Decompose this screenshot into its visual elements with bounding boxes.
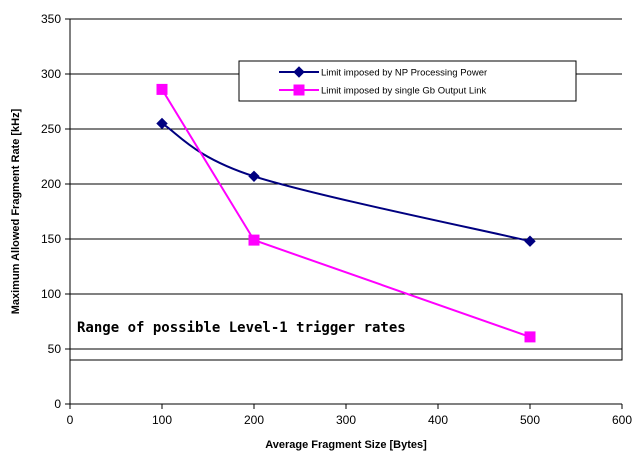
square-marker xyxy=(293,84,305,96)
series-line xyxy=(161,122,531,243)
x-tick-label: 400 xyxy=(428,413,448,427)
y-tick-label: 200 xyxy=(41,177,61,191)
square-marker xyxy=(156,83,168,95)
legend: Limit imposed by NP Processing Power Limi… xyxy=(238,60,577,102)
square-marker xyxy=(524,331,536,343)
legend-label: Limit imposed by NP Processing Power xyxy=(321,68,487,79)
legend-item: Limit imposed by NP Processing Power xyxy=(279,66,487,79)
y-tick-label: 350 xyxy=(41,12,61,26)
trigger-rate-range-band: Range of possible Level-1 trigger rates xyxy=(69,293,623,361)
x-tick-label: 0 xyxy=(67,413,74,427)
x-axis-title: Average Fragment Size [Bytes] xyxy=(265,439,427,451)
y-tick-label: 300 xyxy=(41,67,61,81)
x-tick-label: 100 xyxy=(152,413,172,427)
y-tick-label: 250 xyxy=(41,122,61,136)
data-series xyxy=(156,83,536,343)
square-marker xyxy=(248,234,260,246)
x-tick-label: 500 xyxy=(520,413,540,427)
y-axis-title: Maximum Allowed Fragment Rate [kHz] xyxy=(10,108,22,314)
y-tick-labels: 0 50 100 150 200 250 300 350 xyxy=(41,12,61,411)
series-line xyxy=(161,88,531,338)
axes xyxy=(65,18,623,409)
x-tick-label: 600 xyxy=(612,413,632,427)
diamond-marker xyxy=(248,170,260,183)
series-1 xyxy=(156,117,536,247)
series-2 xyxy=(156,83,536,343)
y-tick-label: 50 xyxy=(48,342,62,356)
diamond-marker xyxy=(524,235,536,247)
diamond-marker xyxy=(156,117,168,130)
x-tick-label: 200 xyxy=(244,413,264,427)
x-tick-labels: 0 100 200 300 400 500 600 xyxy=(67,413,633,427)
y-tick-label: 150 xyxy=(41,232,61,246)
legend-label: Limit imposed by single Gb Output Link xyxy=(321,86,487,97)
y-tick-label: 0 xyxy=(54,397,61,411)
x-tick-label: 300 xyxy=(336,413,356,427)
trigger-rate-range-label: Range of possible Level-1 trigger rates xyxy=(77,320,406,336)
diamond-marker xyxy=(293,66,305,78)
legend-item: Limit imposed by single Gb Output Link xyxy=(279,84,487,97)
y-tick-label: 100 xyxy=(41,287,61,301)
